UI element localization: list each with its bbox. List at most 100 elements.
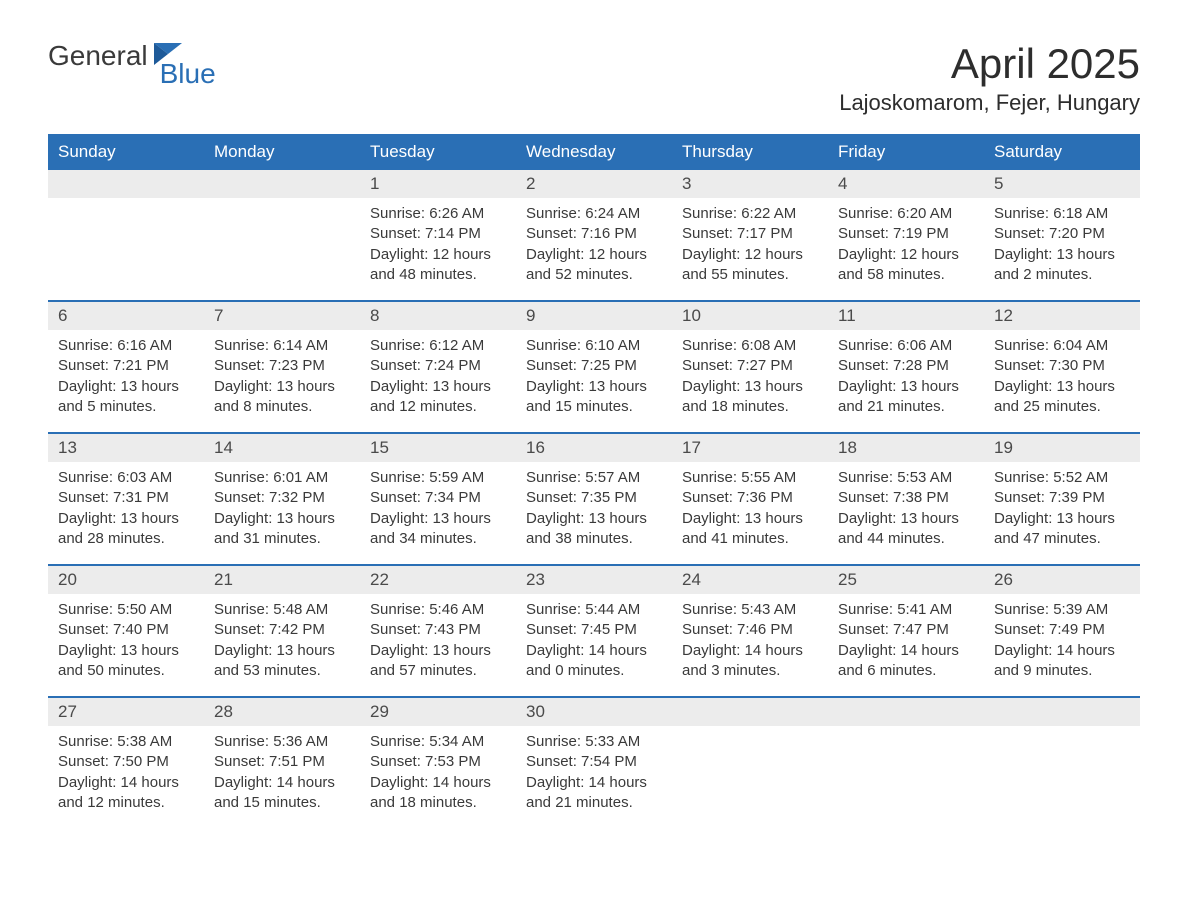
day-cell: Sunrise: 5:38 AMSunset: 7:50 PMDaylight:… <box>48 726 204 828</box>
weeks-container: 12345Sunrise: 6:26 AMSunset: 7:14 PMDayl… <box>48 170 1140 828</box>
page-title: April 2025 <box>839 40 1140 88</box>
day-cell: Sunrise: 5:52 AMSunset: 7:39 PMDaylight:… <box>984 462 1140 564</box>
day-cell: Sunrise: 6:01 AMSunset: 7:32 PMDaylight:… <box>204 462 360 564</box>
sunset-text: Sunset: 7:46 PM <box>682 620 818 640</box>
day-cell: Sunrise: 5:59 AMSunset: 7:34 PMDaylight:… <box>360 462 516 564</box>
sunrise-text: Sunrise: 5:59 AM <box>370 468 506 488</box>
daylight-text-line1: Daylight: 13 hours <box>58 509 194 529</box>
day-cell: Sunrise: 6:26 AMSunset: 7:14 PMDaylight:… <box>360 198 516 300</box>
sunset-text: Sunset: 7:34 PM <box>370 488 506 508</box>
day-cell: Sunrise: 6:12 AMSunset: 7:24 PMDaylight:… <box>360 330 516 432</box>
sunset-text: Sunset: 7:19 PM <box>838 224 974 244</box>
sunset-text: Sunset: 7:27 PM <box>682 356 818 376</box>
day-header-wednesday: Wednesday <box>516 134 672 170</box>
day-cell: Sunrise: 6:08 AMSunset: 7:27 PMDaylight:… <box>672 330 828 432</box>
daylight-text-line2: and 12 minutes. <box>370 397 506 417</box>
day-header-sunday: Sunday <box>48 134 204 170</box>
day-number: 23 <box>516 566 672 594</box>
day-header-tuesday: Tuesday <box>360 134 516 170</box>
day-header-saturday: Saturday <box>984 134 1140 170</box>
day-content-row: Sunrise: 6:16 AMSunset: 7:21 PMDaylight:… <box>48 330 1140 432</box>
daylight-text-line2: and 28 minutes. <box>58 529 194 549</box>
daylight-text-line1: Daylight: 14 hours <box>682 641 818 661</box>
daylight-text-line1: Daylight: 14 hours <box>58 773 194 793</box>
daylight-text-line1: Daylight: 13 hours <box>214 509 350 529</box>
sunrise-text: Sunrise: 6:14 AM <box>214 336 350 356</box>
header-row: General Blue April 2025 Lajoskomarom, Fe… <box>48 40 1140 116</box>
day-number: 12 <box>984 302 1140 330</box>
daylight-text-line1: Daylight: 12 hours <box>370 245 506 265</box>
day-cell: Sunrise: 5:33 AMSunset: 7:54 PMDaylight:… <box>516 726 672 828</box>
sunrise-text: Sunrise: 6:26 AM <box>370 204 506 224</box>
day-cell: Sunrise: 5:44 AMSunset: 7:45 PMDaylight:… <box>516 594 672 696</box>
day-cell: Sunrise: 6:18 AMSunset: 7:20 PMDaylight:… <box>984 198 1140 300</box>
sunset-text: Sunset: 7:16 PM <box>526 224 662 244</box>
daylight-text-line1: Daylight: 13 hours <box>994 377 1130 397</box>
sunrise-text: Sunrise: 6:22 AM <box>682 204 818 224</box>
day-header-thursday: Thursday <box>672 134 828 170</box>
sunset-text: Sunset: 7:38 PM <box>838 488 974 508</box>
day-cell: Sunrise: 5:43 AMSunset: 7:46 PMDaylight:… <box>672 594 828 696</box>
daylight-text-line2: and 41 minutes. <box>682 529 818 549</box>
daylight-text-line2: and 15 minutes. <box>214 793 350 813</box>
daylight-text-line1: Daylight: 13 hours <box>370 377 506 397</box>
daylight-text-line2: and 25 minutes. <box>994 397 1130 417</box>
day-number: 21 <box>204 566 360 594</box>
day-cell: Sunrise: 6:10 AMSunset: 7:25 PMDaylight:… <box>516 330 672 432</box>
daylight-text-line1: Daylight: 14 hours <box>994 641 1130 661</box>
daylight-text-line1: Daylight: 13 hours <box>838 509 974 529</box>
daylight-text-line1: Daylight: 14 hours <box>526 773 662 793</box>
sunrise-text: Sunrise: 5:44 AM <box>526 600 662 620</box>
daylight-text-line1: Daylight: 14 hours <box>838 641 974 661</box>
sunset-text: Sunset: 7:31 PM <box>58 488 194 508</box>
day-cell: Sunrise: 6:16 AMSunset: 7:21 PMDaylight:… <box>48 330 204 432</box>
sunrise-text: Sunrise: 5:55 AM <box>682 468 818 488</box>
daylight-text-line2: and 47 minutes. <box>994 529 1130 549</box>
daylight-text-line1: Daylight: 13 hours <box>838 377 974 397</box>
sunset-text: Sunset: 7:17 PM <box>682 224 818 244</box>
sunset-text: Sunset: 7:28 PM <box>838 356 974 376</box>
daylight-text-line2: and 55 minutes. <box>682 265 818 285</box>
day-number: 10 <box>672 302 828 330</box>
day-number: 5 <box>984 170 1140 198</box>
sunset-text: Sunset: 7:24 PM <box>370 356 506 376</box>
sunrise-text: Sunrise: 5:33 AM <box>526 732 662 752</box>
logo: General Blue <box>48 40 240 72</box>
daylight-text-line1: Daylight: 13 hours <box>994 245 1130 265</box>
daylight-text-line1: Daylight: 13 hours <box>214 641 350 661</box>
day-number: 8 <box>360 302 516 330</box>
sunset-text: Sunset: 7:43 PM <box>370 620 506 640</box>
daylight-text-line1: Daylight: 13 hours <box>682 509 818 529</box>
day-cell: Sunrise: 6:06 AMSunset: 7:28 PMDaylight:… <box>828 330 984 432</box>
sunrise-text: Sunrise: 6:10 AM <box>526 336 662 356</box>
day-number <box>672 698 828 726</box>
day-num-row: 12345 <box>48 170 1140 198</box>
daylight-text-line2: and 44 minutes. <box>838 529 974 549</box>
daylight-text-line1: Daylight: 13 hours <box>682 377 818 397</box>
daylight-text-line2: and 58 minutes. <box>838 265 974 285</box>
day-num-row: 13141516171819 <box>48 432 1140 462</box>
day-header-monday: Monday <box>204 134 360 170</box>
sunrise-text: Sunrise: 5:38 AM <box>58 732 194 752</box>
day-cell <box>984 726 1140 828</box>
day-cell: Sunrise: 5:34 AMSunset: 7:53 PMDaylight:… <box>360 726 516 828</box>
day-number: 16 <box>516 434 672 462</box>
day-num-row: 27282930 <box>48 696 1140 726</box>
sunrise-text: Sunrise: 5:46 AM <box>370 600 506 620</box>
day-header-friday: Friday <box>828 134 984 170</box>
day-content-row: Sunrise: 5:50 AMSunset: 7:40 PMDaylight:… <box>48 594 1140 696</box>
day-number: 9 <box>516 302 672 330</box>
day-number: 19 <box>984 434 1140 462</box>
sunset-text: Sunset: 7:53 PM <box>370 752 506 772</box>
sunset-text: Sunset: 7:14 PM <box>370 224 506 244</box>
daylight-text-line2: and 5 minutes. <box>58 397 194 417</box>
day-cell: Sunrise: 5:55 AMSunset: 7:36 PMDaylight:… <box>672 462 828 564</box>
sunrise-text: Sunrise: 6:08 AM <box>682 336 818 356</box>
sunrise-text: Sunrise: 5:57 AM <box>526 468 662 488</box>
sunset-text: Sunset: 7:32 PM <box>214 488 350 508</box>
sunset-text: Sunset: 7:51 PM <box>214 752 350 772</box>
daylight-text-line2: and 3 minutes. <box>682 661 818 681</box>
sunrise-text: Sunrise: 5:50 AM <box>58 600 194 620</box>
daylight-text-line2: and 21 minutes. <box>526 793 662 813</box>
day-number <box>828 698 984 726</box>
